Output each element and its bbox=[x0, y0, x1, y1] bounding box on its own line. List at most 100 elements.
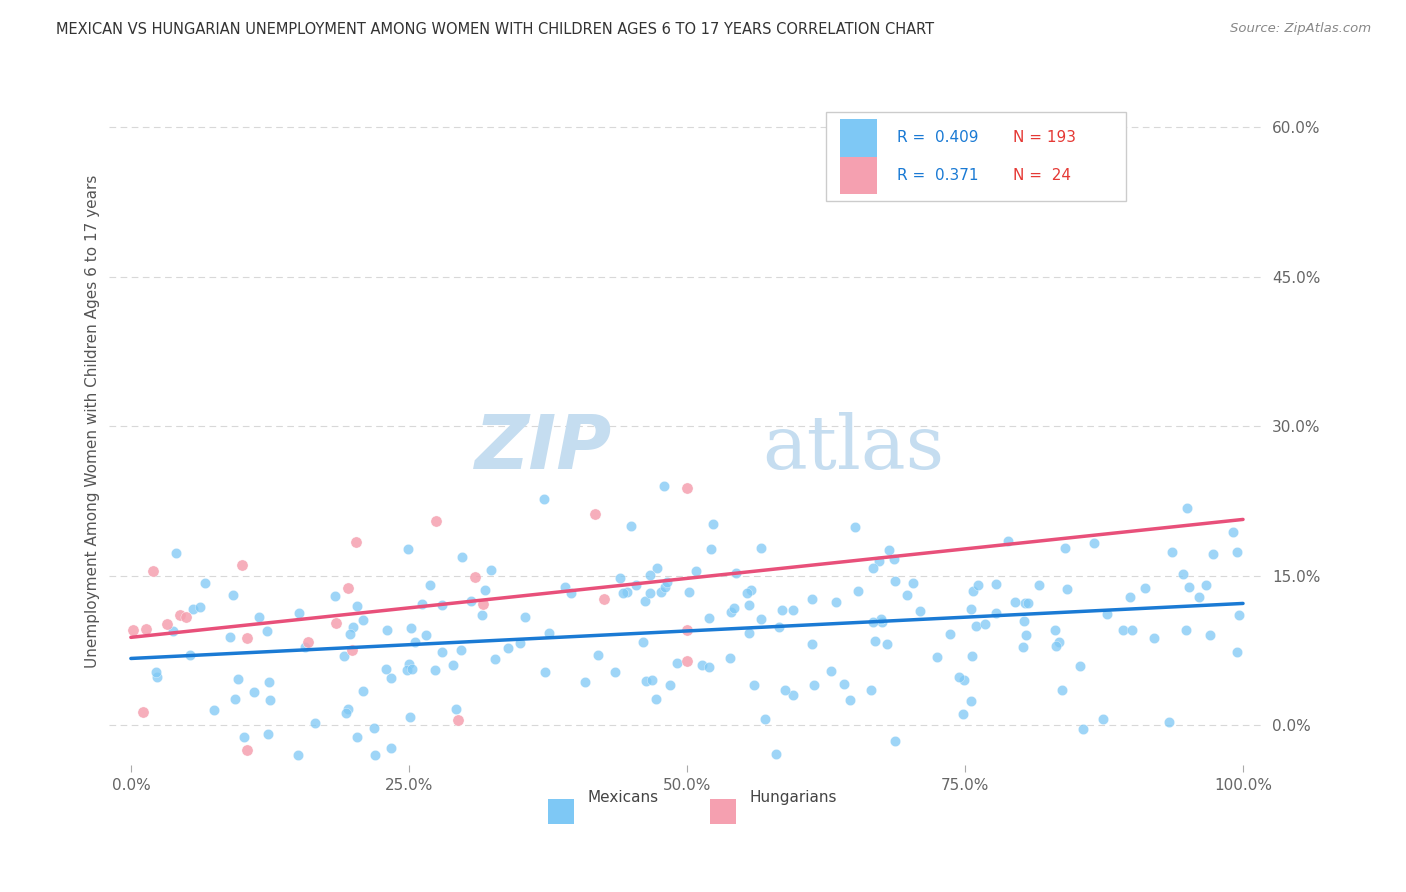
Point bbox=[474, 582, 496, 597]
Point bbox=[877, 542, 900, 557]
Point bbox=[257, 675, 280, 690]
Point bbox=[419, 577, 441, 591]
Point bbox=[832, 677, 855, 691]
Point bbox=[259, 693, 281, 707]
Point bbox=[870, 612, 893, 626]
Text: N = 193: N = 193 bbox=[1014, 130, 1076, 145]
Point bbox=[586, 648, 609, 663]
Point bbox=[145, 665, 167, 680]
Point bbox=[901, 576, 924, 591]
Point bbox=[122, 623, 145, 637]
Point bbox=[256, 624, 278, 638]
Point bbox=[396, 663, 419, 677]
Point bbox=[398, 657, 420, 671]
Point bbox=[960, 602, 983, 616]
Point bbox=[165, 545, 187, 559]
Point bbox=[1202, 547, 1225, 561]
Point bbox=[997, 534, 1019, 549]
Point bbox=[1194, 578, 1216, 592]
Point bbox=[346, 599, 368, 614]
Point bbox=[765, 747, 787, 762]
Point bbox=[702, 516, 724, 531]
Point bbox=[404, 635, 426, 649]
Point bbox=[533, 491, 555, 506]
Point bbox=[352, 684, 374, 698]
Point bbox=[603, 665, 626, 679]
Point bbox=[204, 703, 226, 717]
Point bbox=[325, 615, 347, 630]
Point bbox=[479, 563, 502, 577]
Point bbox=[471, 608, 494, 623]
Point bbox=[801, 591, 824, 606]
Point bbox=[1004, 594, 1026, 608]
Point bbox=[375, 662, 398, 676]
Point bbox=[297, 635, 319, 649]
Point bbox=[533, 665, 555, 679]
Point bbox=[1012, 614, 1035, 628]
Point bbox=[188, 600, 211, 615]
Point bbox=[986, 577, 1008, 591]
FancyBboxPatch shape bbox=[825, 112, 1126, 202]
Point bbox=[335, 706, 357, 721]
Point bbox=[451, 549, 474, 564]
Point bbox=[380, 671, 402, 685]
Point bbox=[155, 617, 177, 632]
Point bbox=[735, 586, 758, 600]
Point bbox=[984, 606, 1007, 620]
Point bbox=[650, 585, 672, 599]
Point bbox=[363, 722, 385, 736]
Point bbox=[697, 659, 720, 673]
Point bbox=[364, 748, 387, 763]
Text: R =  0.371: R = 0.371 bbox=[897, 168, 979, 183]
Point bbox=[444, 702, 467, 716]
Point bbox=[655, 574, 678, 589]
Point bbox=[839, 693, 862, 707]
Point bbox=[1227, 607, 1250, 622]
Point bbox=[633, 635, 655, 649]
Point bbox=[738, 598, 761, 612]
Point bbox=[247, 610, 270, 624]
Point bbox=[375, 623, 398, 637]
Point bbox=[132, 706, 155, 720]
Point bbox=[593, 592, 616, 607]
Point bbox=[472, 597, 495, 611]
Point bbox=[484, 652, 506, 666]
Point bbox=[346, 731, 368, 745]
Point bbox=[340, 643, 363, 657]
Point bbox=[333, 648, 356, 663]
Point bbox=[574, 675, 596, 690]
Point bbox=[342, 620, 364, 634]
Point bbox=[1047, 635, 1070, 649]
Point bbox=[884, 733, 907, 747]
Point bbox=[700, 541, 723, 556]
Point bbox=[135, 622, 157, 636]
FancyBboxPatch shape bbox=[548, 799, 574, 823]
Point bbox=[336, 702, 359, 716]
Text: N =  24: N = 24 bbox=[1014, 168, 1071, 183]
Point bbox=[1083, 536, 1105, 550]
Point bbox=[1222, 524, 1244, 539]
Point bbox=[1112, 623, 1135, 637]
Point bbox=[1178, 580, 1201, 594]
Point bbox=[883, 551, 905, 566]
Text: Mexicans: Mexicans bbox=[588, 790, 658, 805]
Point bbox=[678, 584, 700, 599]
Point bbox=[620, 518, 643, 533]
Point bbox=[1045, 639, 1067, 653]
Point bbox=[718, 651, 741, 665]
Point bbox=[228, 673, 250, 687]
Point bbox=[634, 594, 657, 608]
Point bbox=[676, 654, 699, 668]
Point bbox=[1226, 645, 1249, 659]
Point bbox=[460, 593, 482, 607]
Text: atlas: atlas bbox=[762, 412, 945, 485]
Point bbox=[169, 608, 191, 623]
Point bbox=[1226, 545, 1249, 559]
Point bbox=[938, 627, 960, 641]
Point bbox=[1017, 596, 1039, 610]
Point bbox=[960, 693, 983, 707]
Point bbox=[513, 610, 536, 624]
Point bbox=[1012, 640, 1035, 655]
Point bbox=[236, 742, 259, 756]
Point bbox=[974, 616, 997, 631]
